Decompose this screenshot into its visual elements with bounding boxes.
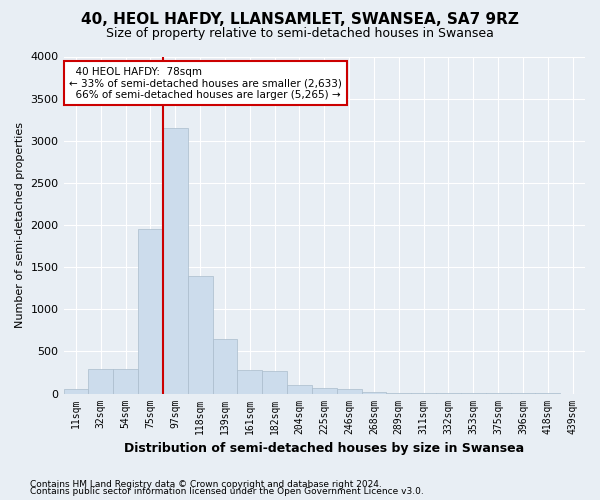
- Bar: [386, 392, 411, 394]
- Text: Contains HM Land Registry data © Crown copyright and database right 2024.: Contains HM Land Registry data © Crown c…: [30, 480, 382, 489]
- Text: 40 HEOL HAFDY:  78sqm
← 33% of semi-detached houses are smaller (2,633)
  66% of: 40 HEOL HAFDY: 78sqm ← 33% of semi-detac…: [69, 66, 341, 100]
- Text: 40, HEOL HAFDY, LLANSAMLET, SWANSEA, SA7 9RZ: 40, HEOL HAFDY, LLANSAMLET, SWANSEA, SA7…: [81, 12, 519, 28]
- Text: Contains public sector information licensed under the Open Government Licence v3: Contains public sector information licen…: [30, 487, 424, 496]
- Bar: [262, 371, 287, 394]
- Bar: [212, 339, 238, 394]
- Bar: [64, 390, 88, 394]
- Bar: [138, 229, 163, 394]
- Text: Size of property relative to semi-detached houses in Swansea: Size of property relative to semi-detach…: [106, 28, 494, 40]
- Bar: [287, 385, 312, 394]
- Bar: [337, 390, 362, 394]
- Bar: [312, 388, 337, 394]
- Bar: [238, 370, 262, 394]
- Bar: [113, 369, 138, 394]
- Bar: [188, 276, 212, 394]
- Y-axis label: Number of semi-detached properties: Number of semi-detached properties: [15, 122, 25, 328]
- Bar: [163, 128, 188, 394]
- Bar: [88, 369, 113, 394]
- Bar: [362, 392, 386, 394]
- X-axis label: Distribution of semi-detached houses by size in Swansea: Distribution of semi-detached houses by …: [124, 442, 524, 455]
